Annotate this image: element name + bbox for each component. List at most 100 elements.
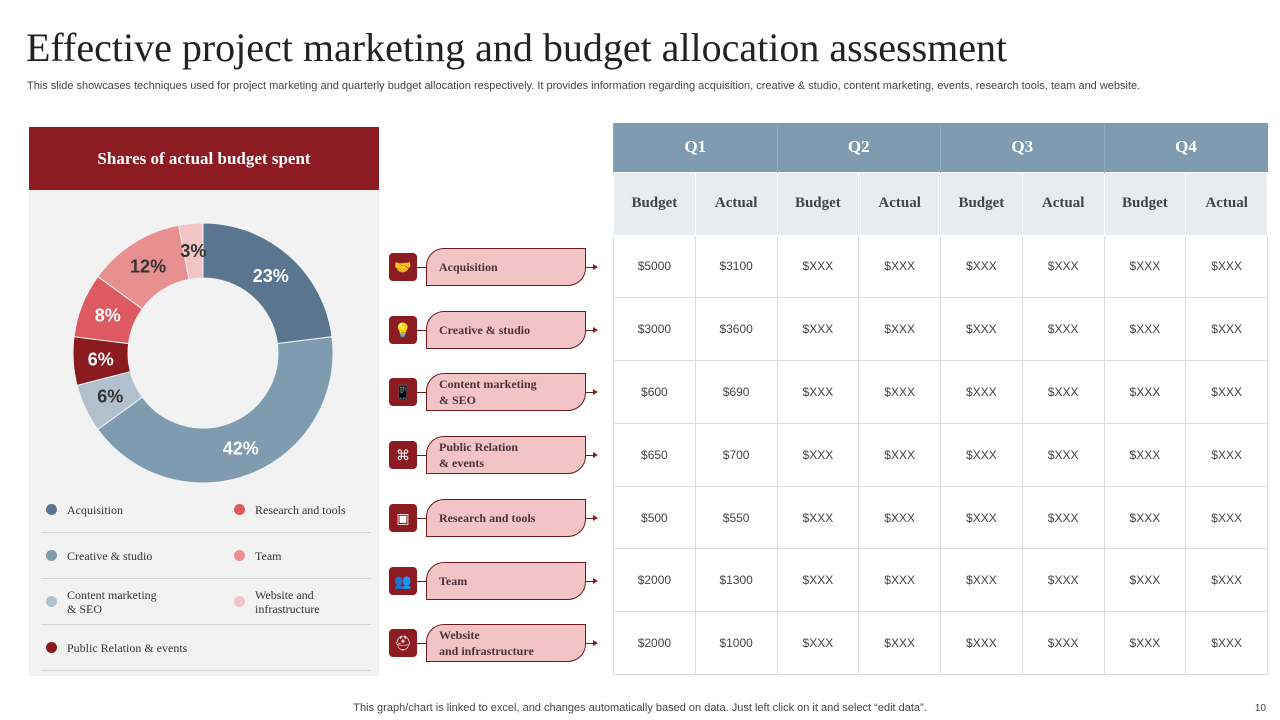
handshake-icon: 🤝 bbox=[389, 253, 417, 281]
mobile-icon: 📱 bbox=[389, 378, 417, 406]
legend-item: Acquisition bbox=[41, 503, 229, 517]
category-label: Team bbox=[426, 562, 586, 600]
legend-swatch bbox=[46, 550, 57, 561]
table-cell: $XXX bbox=[940, 611, 1023, 675]
donut-slice[interactable] bbox=[97, 336, 334, 484]
category-item: ▣ Research and tools bbox=[389, 499, 604, 539]
table-cell: $XXX bbox=[1103, 234, 1187, 299]
arrow-icon bbox=[586, 452, 598, 458]
table-cell: $XXX bbox=[1185, 548, 1268, 613]
legend-swatch bbox=[234, 596, 245, 607]
arrow-icon bbox=[586, 327, 598, 333]
network-icon: ⌘ bbox=[389, 441, 417, 469]
column-header: Actual bbox=[1185, 171, 1268, 236]
category-label: Public Relation & events bbox=[426, 436, 586, 474]
table-row: $500 $550 $XXX $XXX $XXX $XXX $XXX $XXX bbox=[613, 485, 1268, 550]
lightbulb-icon: 💡 bbox=[389, 316, 417, 344]
column-header: Actual bbox=[694, 171, 778, 236]
category-label: Content marketing & SEO bbox=[426, 373, 586, 411]
table-cell: $XXX bbox=[1185, 485, 1268, 550]
table-cell: $5000 bbox=[613, 234, 696, 299]
column-header: Actual bbox=[1021, 171, 1105, 236]
table-cell: $XXX bbox=[1185, 234, 1268, 299]
table-cell: $2000 bbox=[613, 548, 696, 613]
table-cell: $XXX bbox=[776, 485, 860, 550]
legend-label: Content marketing & SEO bbox=[67, 587, 157, 616]
slice-label: 42% bbox=[223, 438, 259, 458]
table-cell: $XXX bbox=[858, 297, 941, 362]
table-cell: $XXX bbox=[940, 485, 1023, 550]
table-cell: $XXX bbox=[1103, 548, 1187, 613]
legend-label: Website and infrastructure bbox=[255, 587, 320, 616]
category-item: 💡 Creative & studio bbox=[389, 311, 604, 351]
table-cell: $XXX bbox=[1103, 297, 1187, 362]
legend-label: Public Relation & events bbox=[67, 640, 188, 655]
quarter-header: Q2 bbox=[776, 123, 941, 172]
chart-legend: Acquisition Research and tools Creative & … bbox=[41, 487, 371, 671]
slice-label: 6% bbox=[97, 387, 123, 407]
arrow-icon bbox=[586, 578, 598, 584]
quarter-header-row: Q1 Q2 Q3 Q4 bbox=[613, 123, 1268, 172]
connector-line bbox=[417, 267, 426, 268]
legend-swatch bbox=[46, 642, 57, 653]
arrow-icon bbox=[586, 640, 598, 646]
table-cell: $XXX bbox=[858, 611, 941, 675]
budget-table: Q1 Q2 Q3 Q4 Budget Actual Budget Actual Budget Ac… bbox=[613, 123, 1268, 675]
table-cell: $XXX bbox=[940, 548, 1023, 613]
connector-line bbox=[417, 330, 426, 331]
table-cell: $XXX bbox=[1185, 422, 1268, 487]
table-cell: $XXX bbox=[776, 548, 860, 613]
table-cell: $3000 bbox=[613, 297, 696, 362]
table-cell: $690 bbox=[694, 360, 778, 424]
table-cell: $XXX bbox=[1185, 611, 1268, 675]
connector-line bbox=[417, 581, 426, 582]
category-item: ⌘ Public Relation & events bbox=[389, 436, 604, 476]
legend-row: Public Relation & events bbox=[41, 625, 371, 671]
category-item: 👥 Team bbox=[389, 562, 604, 602]
table-cell: $XXX bbox=[858, 548, 941, 613]
table-cell: $650 bbox=[613, 422, 696, 487]
category-label: Acquisition bbox=[426, 248, 586, 286]
table-cell: $XXX bbox=[858, 485, 941, 550]
table-row: $3000 $3600 $XXX $XXX $XXX $XXX $XXX $XXX bbox=[613, 297, 1268, 362]
team-icon: 👥 bbox=[389, 567, 417, 595]
legend-item: Team bbox=[229, 549, 369, 563]
legend-row: Acquisition Research and tools bbox=[41, 487, 371, 533]
subheader-row: Budget Actual Budget Actual Budget Actual Budg… bbox=[613, 171, 1268, 236]
table-cell: $XXX bbox=[776, 234, 860, 299]
table-cell: $XXX bbox=[1103, 611, 1187, 675]
footer-note: This graph/chart is linked to excel, and… bbox=[353, 702, 927, 714]
table-cell: $XXX bbox=[776, 360, 860, 424]
table-row: $600 $690 $XXX $XXX $XXX $XXX $XXX $XXX bbox=[613, 360, 1268, 424]
arrow-icon bbox=[586, 389, 598, 395]
table-cell: $1300 bbox=[694, 548, 778, 613]
category-label: Creative & studio bbox=[426, 311, 586, 349]
table-row: $2000 $1000 $XXX $XXX $XXX $XXX $XXX $XXX bbox=[613, 611, 1268, 675]
quarter-header: Q3 bbox=[940, 123, 1104, 172]
slice-label: 8% bbox=[95, 305, 121, 325]
donut-chart[interactable]: 23% 42% 6% 6% 8% 12% 3% bbox=[29, 190, 379, 490]
legend-item: Website and infrastructure bbox=[229, 588, 369, 616]
slice-label: 6% bbox=[88, 349, 114, 369]
donut-slice[interactable] bbox=[178, 222, 204, 280]
column-header: Budget bbox=[613, 171, 696, 236]
legend-row: Creative & studio Team bbox=[41, 533, 371, 579]
table-cell: $XXX bbox=[1103, 485, 1187, 550]
presentation-icon: ▣ bbox=[389, 504, 417, 532]
table-cell: $XXX bbox=[940, 297, 1023, 362]
category-label: Website and infrastructure bbox=[426, 624, 586, 662]
table-cell: $XXX bbox=[1021, 297, 1105, 362]
legend-row: Content marketing & SEO Website and infra… bbox=[41, 579, 371, 625]
slice-label: 23% bbox=[253, 266, 289, 286]
table-cell: $XXX bbox=[1021, 234, 1105, 299]
legend-label: Research and tools bbox=[255, 502, 346, 517]
table-cell: $2000 bbox=[613, 611, 696, 675]
category-label: Research and tools bbox=[426, 499, 586, 537]
connector-line bbox=[417, 455, 426, 456]
table-cell: $500 bbox=[613, 485, 696, 550]
column-header: Budget bbox=[776, 171, 860, 236]
legend-item: Creative & studio bbox=[41, 549, 229, 563]
column-header: Budget bbox=[1103, 171, 1187, 236]
connector-line bbox=[417, 518, 426, 519]
table-cell: $550 bbox=[694, 485, 778, 550]
